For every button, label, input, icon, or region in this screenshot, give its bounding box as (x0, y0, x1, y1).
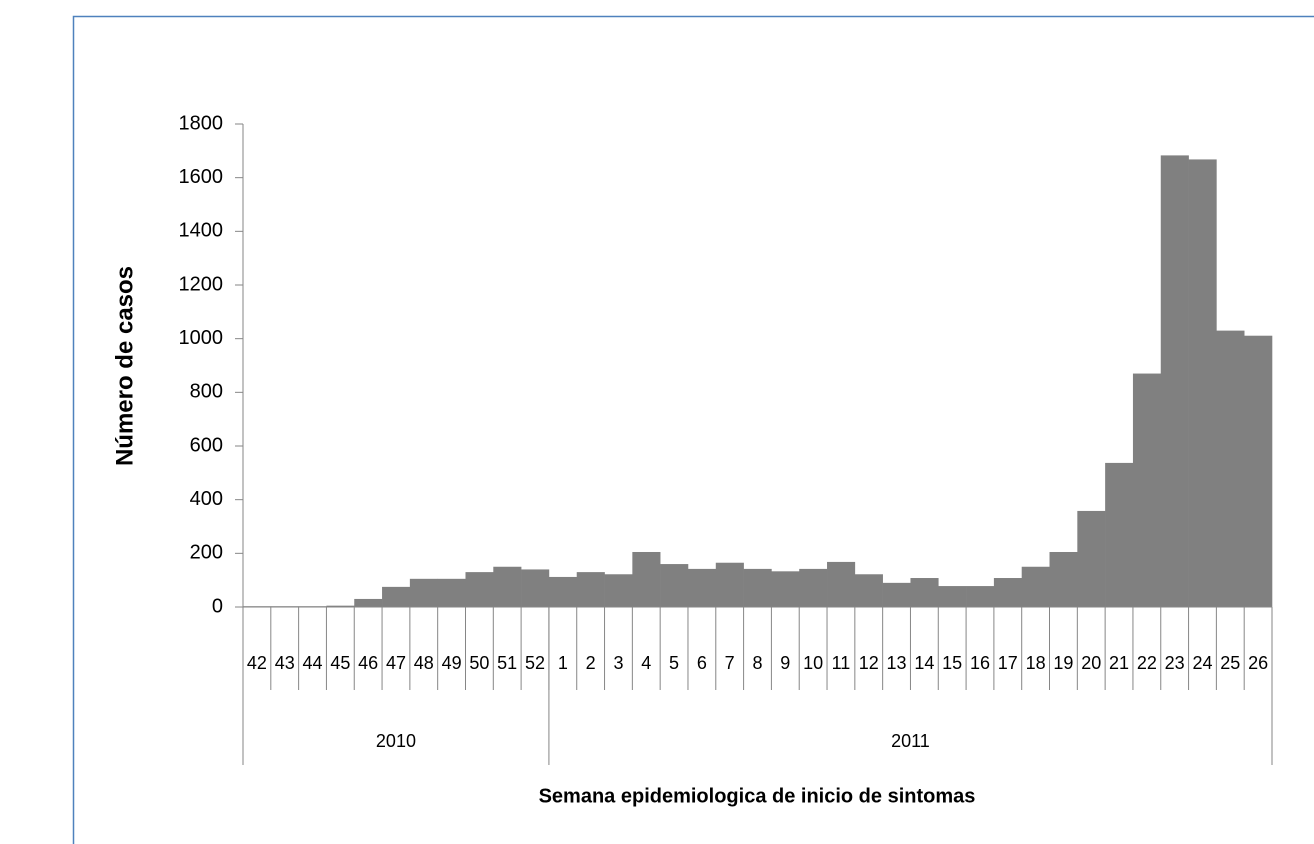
bar (771, 571, 800, 607)
x-tick-label: 46 (358, 653, 378, 673)
bar (326, 605, 355, 607)
bar (993, 578, 1023, 607)
x-tick-label: 22 (1137, 653, 1157, 673)
x-tick-label: 13 (887, 653, 907, 673)
x-tick-label: 7 (725, 653, 735, 673)
bar (1077, 510, 1106, 607)
x-tick-label: 25 (1220, 653, 1240, 673)
y-tick-label: 600 (190, 434, 223, 456)
bar (409, 578, 438, 607)
bar (521, 569, 550, 607)
x-tick-label: 17 (998, 653, 1018, 673)
x-tick-label: 47 (386, 653, 406, 673)
x-tick-label: 51 (497, 653, 517, 673)
y-tick-label: 200 (190, 542, 223, 564)
x-tick-label: 23 (1165, 653, 1185, 673)
x-tick-label: 20 (1081, 653, 1101, 673)
x-tick-label: 3 (613, 653, 623, 673)
group-label: 2010 (376, 731, 416, 751)
x-tick-label: 42 (247, 653, 267, 673)
y-tick-label: 800 (190, 381, 223, 403)
x-tick-label: 44 (303, 653, 323, 673)
x-tick-label: 24 (1192, 653, 1212, 673)
y-tick-label: 1200 (179, 273, 224, 295)
x-tick-label: 19 (1053, 653, 1073, 673)
bar (827, 561, 856, 607)
y-tick-label: 1800 (179, 112, 224, 134)
bar (1216, 330, 1245, 607)
bar (1049, 551, 1078, 607)
bar (966, 586, 995, 607)
x-tick-label: 1 (558, 653, 568, 673)
bar (632, 551, 661, 607)
x-tick-label: 49 (442, 653, 462, 673)
bar (604, 574, 633, 607)
bar (854, 574, 883, 607)
bar (1105, 462, 1134, 607)
bar (743, 568, 772, 607)
x-tick-label: 43 (275, 653, 295, 673)
x-tick-label: 12 (859, 653, 879, 673)
y-tick-label: 1400 (179, 220, 224, 242)
x-tick-label: 45 (330, 653, 350, 673)
bar (576, 572, 605, 607)
bar (493, 566, 522, 607)
frame (72, 15, 1314, 844)
x-tick-label: 11 (832, 653, 851, 673)
bar (687, 568, 717, 607)
bar (1188, 159, 1217, 608)
bar (1244, 335, 1273, 607)
x-tick-label: 6 (697, 653, 707, 673)
bar (882, 582, 911, 607)
bar (799, 568, 828, 607)
bar (660, 564, 689, 607)
bar (548, 576, 578, 607)
x-tick-label: 4 (641, 653, 651, 673)
x-tick-label: 52 (525, 653, 545, 673)
x-tick-label: 5 (669, 653, 679, 673)
y-axis-title: Número de casos (111, 266, 138, 466)
bar (1132, 373, 1162, 607)
x-tick-label: 50 (469, 653, 489, 673)
bar (465, 572, 494, 607)
x-tick-label: 9 (780, 653, 790, 673)
bar (910, 578, 939, 607)
bar (382, 586, 411, 607)
y-tick-label: 400 (190, 488, 223, 510)
x-tick-label: 26 (1248, 653, 1268, 673)
x-tick-label: 21 (1109, 653, 1129, 673)
y-tick-label: 1600 (179, 166, 224, 188)
y-tick-label: 1000 (179, 327, 224, 349)
x-tick-label: 2 (586, 653, 596, 673)
x-tick-label: 48 (414, 653, 434, 673)
x-axis-title: Semana epidemiologica de inicio de sinto… (539, 785, 976, 807)
x-tick-label: 18 (1026, 653, 1046, 673)
x-tick-label: 10 (803, 653, 823, 673)
y-tick-label: 0 (212, 595, 223, 617)
x-tick-label: 15 (942, 653, 962, 673)
x-tick-label: 16 (970, 653, 990, 673)
bar (354, 598, 383, 607)
bar (938, 586, 967, 607)
x-tick-label: 8 (752, 653, 762, 673)
bar (1021, 566, 1050, 607)
x-tick-label: 14 (914, 653, 934, 673)
bar (437, 578, 466, 607)
bar (715, 562, 744, 607)
group-label: 2011 (891, 731, 930, 751)
bar (1160, 155, 1189, 607)
